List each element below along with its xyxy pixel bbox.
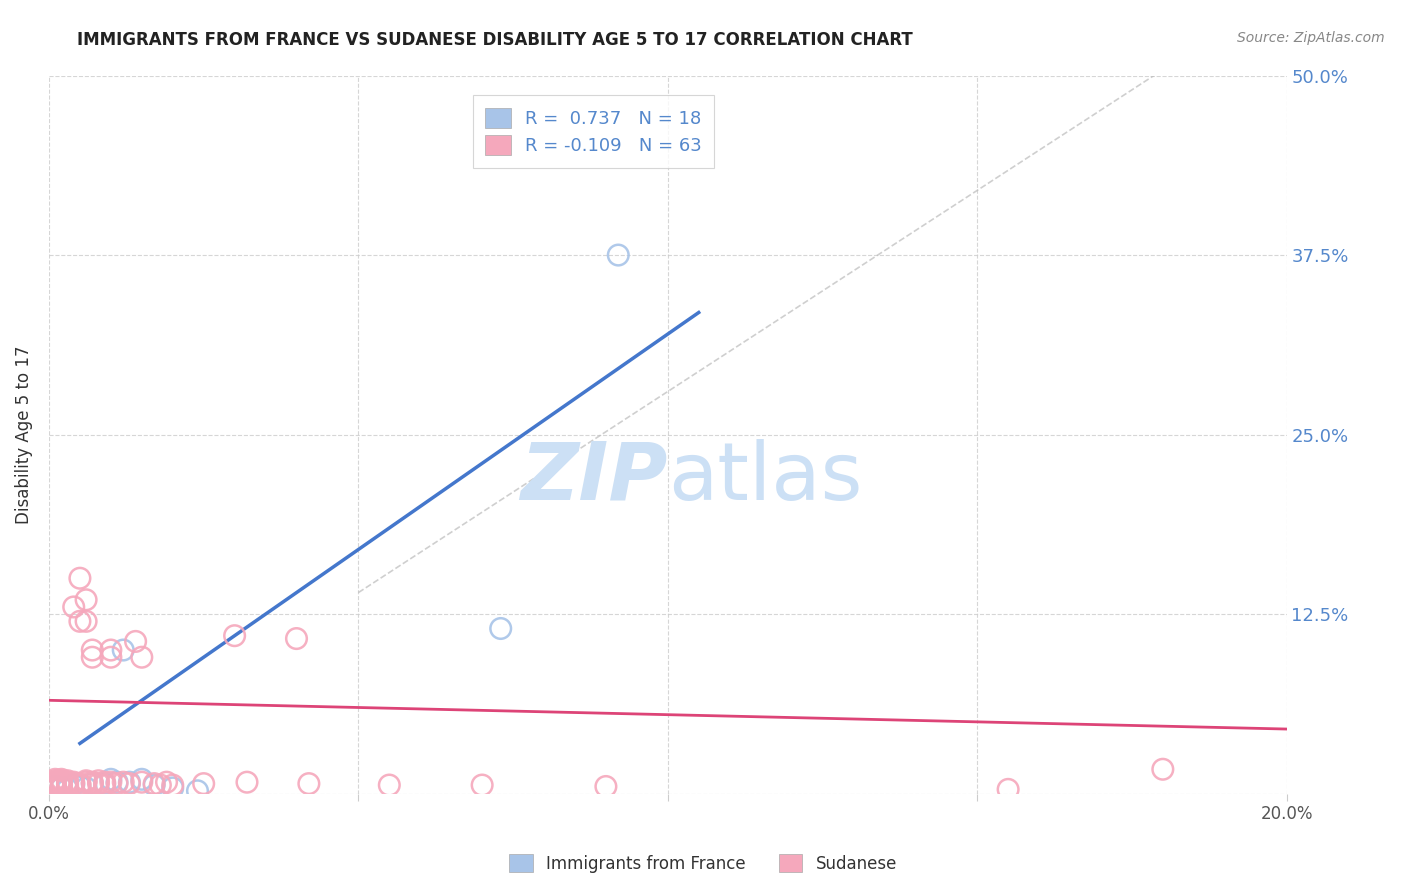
Point (56, 776, 79, 790)
Point (489, 622, 512, 636)
Point (82, 775, 104, 789)
Point (118, 775, 141, 789)
Point (51, 778, 73, 792)
Text: IMMIGRANTS FROM FRANCE VS SUDANESE DISABILITY AGE 5 TO 17 CORRELATION CHART: IMMIGRANTS FROM FRANCE VS SUDANESE DISAB… (77, 31, 912, 49)
Point (56, 773, 79, 788)
Point (44, 775, 66, 789)
Point (56, 778, 79, 792)
Point (51, 775, 73, 789)
Point (82, 776, 104, 790)
Point (224, 629, 246, 643)
Point (149, 778, 172, 792)
Point (131, 772, 153, 787)
Point (44, 780, 66, 794)
Y-axis label: Disability Age 5 to 17: Disability Age 5 to 17 (15, 345, 32, 524)
Point (44, 773, 66, 788)
Point (105, 775, 128, 789)
Point (44, 778, 66, 792)
Point (69, 571, 91, 585)
Point (100, 775, 122, 789)
Point (51, 776, 73, 790)
Point (143, 778, 166, 792)
Point (236, 775, 259, 789)
Text: Source: ZipAtlas.com: Source: ZipAtlas.com (1237, 31, 1385, 45)
Point (44, 772, 66, 787)
Point (62, 776, 84, 790)
Point (69, 615, 91, 629)
Point (51, 780, 73, 795)
Legend: Immigrants from France, Sudanese: Immigrants from France, Sudanese (502, 847, 904, 880)
Point (93, 776, 115, 790)
Point (75, 780, 97, 795)
Point (69, 776, 91, 790)
Point (997, 782, 1019, 797)
Point (82, 776, 104, 790)
Point (105, 776, 128, 790)
Point (162, 778, 184, 792)
Point (607, 248, 630, 262)
Point (378, 778, 401, 792)
Point (131, 775, 153, 789)
Point (62, 775, 84, 789)
Point (471, 778, 494, 792)
Point (143, 776, 166, 790)
Point (93, 778, 115, 792)
Point (186, 784, 208, 798)
Point (69, 780, 91, 794)
Text: atlas: atlas (668, 439, 862, 516)
Point (51, 772, 73, 787)
Point (193, 776, 215, 790)
Point (595, 780, 617, 794)
Point (100, 650, 122, 665)
Point (44, 782, 66, 797)
Text: ZIP: ZIP (520, 439, 668, 516)
Point (44, 776, 66, 790)
Point (44, 780, 66, 795)
Point (112, 775, 135, 789)
Point (112, 643, 135, 657)
Point (1152, 762, 1174, 776)
Point (131, 650, 153, 665)
Point (100, 772, 122, 787)
Point (118, 776, 141, 790)
Point (162, 780, 184, 795)
Point (75, 773, 97, 788)
Point (285, 632, 308, 646)
Point (75, 615, 97, 629)
Point (62, 778, 84, 792)
Point (69, 778, 91, 792)
Point (51, 773, 73, 788)
Point (56, 780, 79, 794)
Point (82, 643, 104, 657)
Point (51, 780, 73, 795)
Point (75, 592, 97, 607)
Point (298, 776, 321, 790)
Point (124, 634, 146, 648)
Point (56, 775, 79, 789)
Point (155, 775, 177, 789)
Point (62, 599, 84, 614)
Point (44, 775, 66, 789)
Point (75, 775, 97, 789)
Point (44, 780, 66, 794)
Point (100, 643, 122, 657)
Point (93, 775, 115, 789)
Point (87, 776, 110, 790)
Legend: R =  0.737   N = 18, R = -0.109   N = 63: R = 0.737 N = 18, R = -0.109 N = 63 (472, 95, 714, 168)
Point (82, 650, 104, 665)
Point (51, 780, 73, 794)
Point (56, 782, 79, 797)
Point (87, 773, 110, 788)
